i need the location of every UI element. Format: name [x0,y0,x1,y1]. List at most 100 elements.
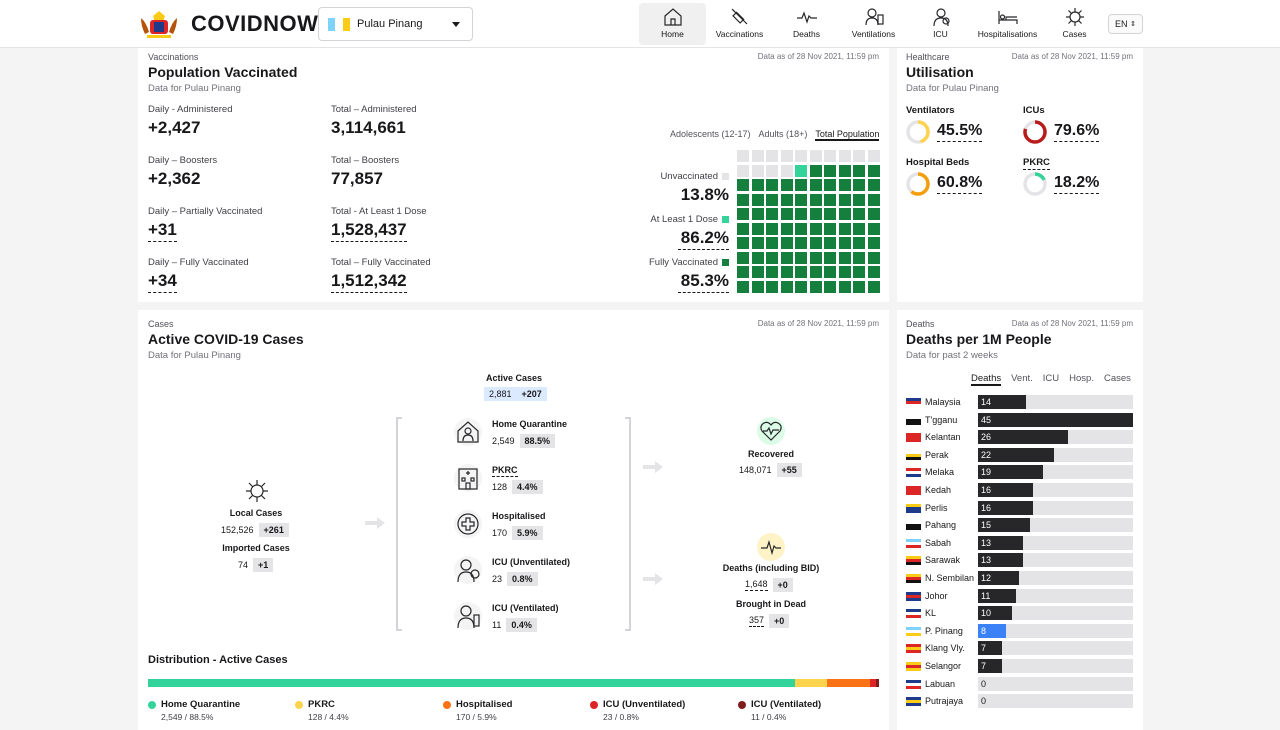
state-flag-icon [906,679,921,689]
ventilator-icon [864,8,884,26]
deaths-row[interactable]: Klang Vly. 7 [906,641,1133,656]
deaths-row[interactable]: KL 10 [906,606,1133,621]
deaths-row[interactable]: Pahang 15 [906,518,1133,533]
stat-value[interactable]: +31 [148,220,177,242]
brand-name[interactable]: COVIDNOW [191,11,319,36]
deaths-row[interactable]: Malaysia 14 [906,395,1133,410]
waffle-cell [853,280,865,293]
bid-count[interactable]: 357 [749,615,765,627]
util-value-icus[interactable]: 79.6% [1054,122,1100,142]
distribution-segment[interactable] [794,679,828,687]
deaths-as-of: Data as of 28 Nov 2021, 11:59 pm [1011,319,1133,328]
waffle-cell [795,150,807,162]
deaths-row[interactable]: Selangor 7 [906,659,1133,674]
waffle-cell [809,208,822,220]
util-label-pkrc[interactable]: PKRC [1023,157,1050,170]
stat-value[interactable]: 1,512,342 [331,271,407,293]
bed-icon [997,11,1018,24]
deaths-row[interactable]: Perlis 16 [906,500,1133,516]
waffle-cell [737,179,749,191]
cases-as-of: Data as of 28 Nov 2021, 11:59 pm [757,319,879,328]
deaths-bar-value: 7 [981,643,987,654]
deaths-row[interactable]: Kedah 16 [906,483,1133,498]
waffle-cell [809,280,822,293]
waffle-cell [780,208,793,220]
deaths-row-label: Johor [925,590,948,601]
tab-adolescents[interactable]: Adolescents (12-17) [670,129,751,139]
deaths-count[interactable]: 1,648 [745,579,768,591]
waffle-label-text: Fully Vaccinated [649,257,718,268]
state-flag-icon [906,538,921,548]
waffle-cell [867,266,880,278]
nav-deaths[interactable]: Deaths [773,3,840,45]
nav-home[interactable]: Home [639,3,706,45]
deaths-bar-value: 12 [981,573,992,583]
distribution-segment[interactable] [827,679,871,687]
tab-adults[interactable]: Adults (18+) [758,129,808,139]
deaths-row[interactable]: T'gganu 45 [906,412,1133,428]
nav-home-label: Home [661,29,684,39]
nav-hospitalisations[interactable]: Hospitalisations [974,3,1041,45]
waffle-cell [795,251,807,264]
distribution-segment[interactable] [148,679,795,687]
deaths-row[interactable]: Labuan 0 [906,676,1133,692]
tab-vent[interactable]: Vent. [1011,373,1033,384]
icu-ventilated-count: 11 [492,620,502,630]
nav-vaccinations[interactable]: Vaccinations [706,3,773,45]
waffle-value-one-dose[interactable]: 86.2% [678,228,729,250]
waffle-cell [737,222,749,235]
waffle-cell [853,251,865,264]
waffle-cell [795,208,807,220]
waffle-cell [751,266,764,278]
tab-total-population[interactable]: Total Population [815,129,880,141]
deaths-bar-value: 13 [981,555,992,566]
deaths-bar-track: 45 [978,412,1133,427]
stat-value[interactable]: 1,528,437 [331,220,407,242]
nav-icu-label: ICU [933,29,948,39]
distribution-segment[interactable] [876,679,879,687]
language-select[interactable]: EN ⇕ [1108,14,1143,34]
deaths-row[interactable]: Melaka 19 [906,465,1133,480]
waffle-cell [824,222,836,235]
nav-hospitalisations-label: Hospitalisations [977,29,1038,39]
waffle-value-fully[interactable]: 85.3% [678,271,729,293]
distribution-segment[interactable] [870,679,877,687]
deaths-bar-value: 15 [981,520,992,531]
state-dropdown[interactable]: Pulau Pinang [318,7,473,41]
deaths-row[interactable]: Sabah 13 [906,535,1133,551]
tab-icu[interactable]: ICU [1042,373,1060,384]
waffle-cell [824,150,836,162]
state-flag-icon [906,415,921,425]
nav-ventilations[interactable]: Ventilations [840,3,907,45]
nav-icu[interactable]: ICU [907,3,974,45]
util-value-ventilators[interactable]: 45.5% [937,122,983,142]
top-header: COVIDNOW Pulau Pinang Home Vaccinations … [0,0,1280,48]
deaths-row[interactable]: Sarawak 13 [906,553,1133,568]
deaths-row[interactable]: Kelantan 26 [906,430,1133,445]
util-value-hospital-beds[interactable]: 60.8% [937,174,983,194]
arrow-right-icon [643,573,663,585]
deaths-bar-value: 19 [981,467,992,478]
deaths-row[interactable]: P. Pinang 8 [906,623,1133,639]
icu-ventilated-pct: 0.4% [506,618,537,632]
util-value-pkrc[interactable]: 18.2% [1054,174,1100,194]
deaths-row-label: Labuan [925,678,956,689]
tab-cases[interactable]: Cases [1103,373,1131,384]
deaths-row[interactable]: Putrajaya 0 [906,694,1133,709]
waffle-cell [867,222,880,235]
tab-deaths[interactable]: Deaths [971,373,1002,386]
legend-swatch [722,172,729,180]
nav-cases[interactable]: Cases [1041,3,1108,45]
stat-value[interactable]: +34 [148,271,177,293]
waffle-label-one-dose: At Least 1 Dose [619,214,729,225]
pkrc-label[interactable]: PKRC [492,465,518,477]
virus-icon [1065,8,1084,26]
local-cases-value: 152,526 +261 [221,523,289,537]
malaysia-coat-of-arms-logo[interactable] [137,8,181,40]
waffle-cell [853,237,865,249]
deaths-row[interactable]: Johor 11 [906,588,1133,604]
tab-hosp[interactable]: Hosp. [1069,373,1094,384]
deaths-row[interactable]: Perak 22 [906,447,1133,463]
deaths-row[interactable]: N. Sembilan 12 [906,571,1133,586]
hospitalised-label: Hospitalised [492,511,546,521]
